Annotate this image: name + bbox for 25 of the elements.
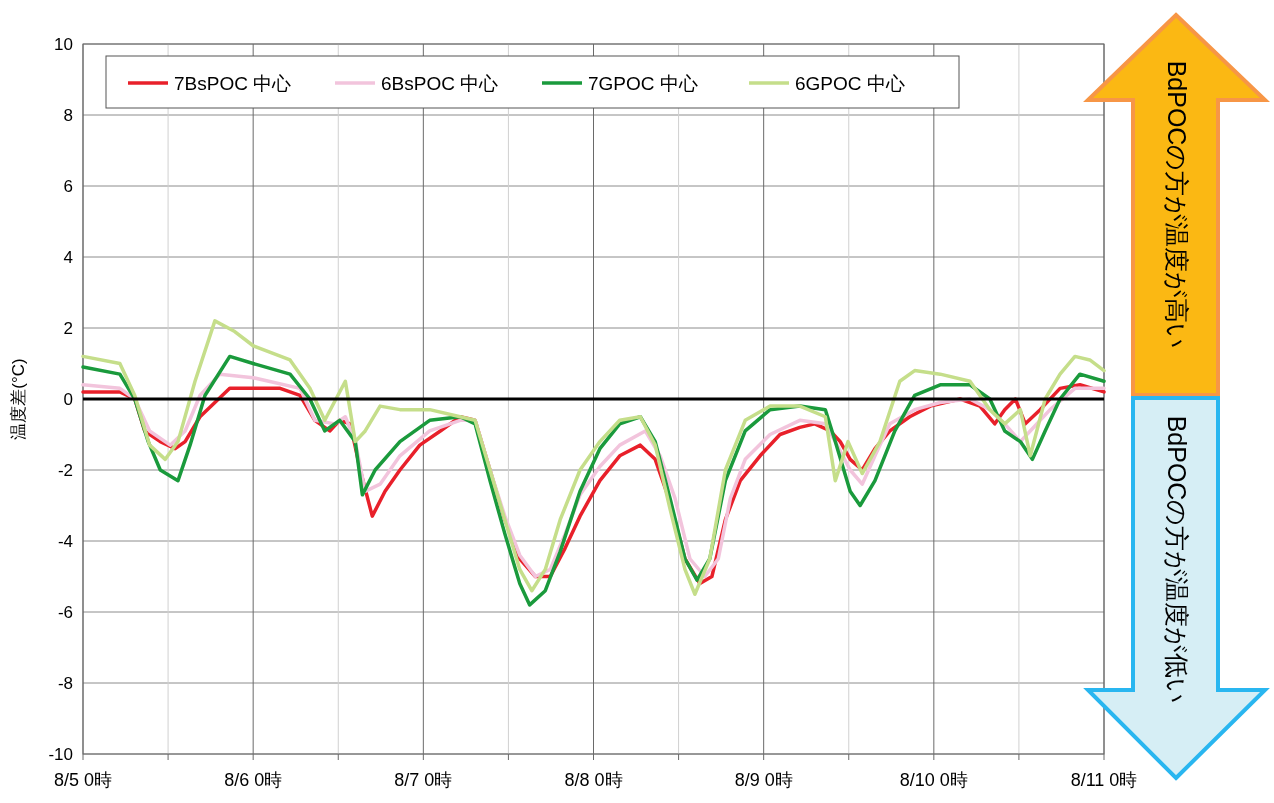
y-tick-label: -6 <box>57 603 73 622</box>
y-tick-label: -2 <box>57 461 73 480</box>
y-axis-title: 温度差(°C) <box>9 358 28 440</box>
y-tick-label: 6 <box>63 177 73 196</box>
y-tick-label: 0 <box>63 390 73 409</box>
legend-label: 7BsPOC 中心 <box>174 73 292 94</box>
y-tick-label: 10 <box>54 35 73 54</box>
legend-label: 6BsPOC 中心 <box>381 73 499 94</box>
y-tick-label: 2 <box>63 319 73 338</box>
x-tick-label: 8/5 0時 <box>53 770 113 790</box>
legend-label: 6GPOC 中心 <box>795 73 905 94</box>
x-tick-label: 8/6 0時 <box>224 770 283 790</box>
y-tick-label: -10 <box>48 745 73 764</box>
x-tick-label: 8/8 0時 <box>564 770 623 790</box>
text: BdPOCの方が温度が高い <box>1163 60 1191 350</box>
y-tick-label: 8 <box>63 106 73 125</box>
y-tick-label: -8 <box>57 674 73 693</box>
y-tick-label: 4 <box>63 248 73 267</box>
legend-label: 7GPOC 中心 <box>588 73 698 94</box>
x-tick-label: 8/10 0時 <box>899 770 968 790</box>
x-tick-label: 8/11 0時 <box>1070 770 1138 790</box>
y-tick-label: -4 <box>57 532 73 551</box>
text: BdPOCの方が温度が低い <box>1163 415 1191 705</box>
x-tick-label: 8/7 0時 <box>394 770 453 790</box>
x-tick-label: 8/9 0時 <box>734 770 793 790</box>
